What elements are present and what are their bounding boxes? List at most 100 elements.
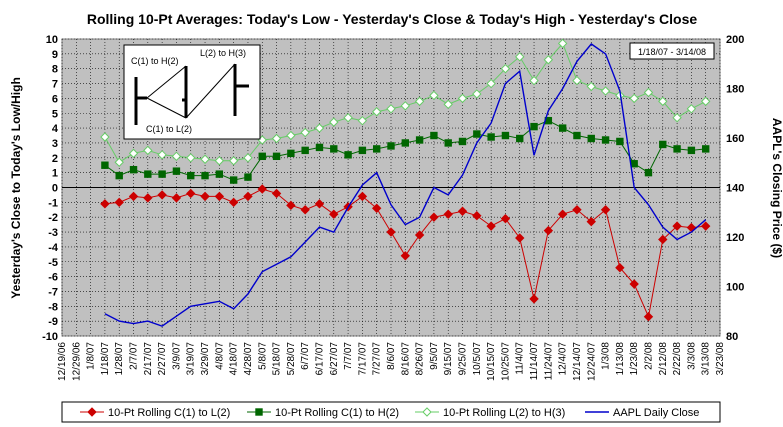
- data-point: [344, 151, 352, 159]
- x-tick-label: 3/29/07: [200, 342, 211, 376]
- data-point: [387, 142, 395, 150]
- inset-label-c1-l2: C(1) to L(2): [146, 124, 192, 134]
- data-point: [128, 191, 139, 202]
- data-point: [115, 171, 123, 180]
- data-point: [458, 137, 467, 146]
- data-point: [143, 145, 153, 156]
- data-point: [643, 87, 654, 98]
- data-point: [357, 115, 368, 126]
- data-point: [172, 167, 181, 175]
- x-tick-label: 2/12/08: [658, 342, 669, 376]
- x-tick-label: 5/8/07: [257, 342, 268, 370]
- data-point: [472, 89, 482, 99]
- data-point: [401, 139, 410, 147]
- data-point: [429, 212, 439, 222]
- data-point: [672, 221, 682, 231]
- date-range-label: 1/18/07 - 3/14/08: [638, 47, 706, 57]
- data-point: [330, 145, 338, 153]
- data-point: [687, 146, 696, 155]
- legend-swatch-marker: [87, 407, 97, 417]
- data-point: [386, 227, 396, 237]
- data-point: [659, 140, 667, 149]
- data-point: [158, 170, 166, 178]
- legend-items: 10-Pt Rolling C(1) to L(2) 10-Pt Rolling …: [80, 407, 699, 419]
- x-tick-label: 1/13/08: [615, 342, 626, 376]
- legend: 10-Pt Rolling C(1) to L(2) 10-Pt Rolling …: [61, 401, 721, 423]
- data-point: [357, 191, 368, 202]
- data-point: [287, 149, 295, 158]
- data-point: [701, 145, 710, 153]
- data-point: [686, 104, 697, 114]
- data-point: [314, 199, 325, 209]
- data-point: [114, 157, 124, 167]
- data-point: [171, 151, 182, 162]
- x-tick-label: 12/29/06: [71, 342, 82, 381]
- data-point: [271, 188, 282, 199]
- x-tick-label: 7/17/07: [357, 342, 368, 376]
- data-point: [272, 152, 281, 161]
- x-tick-label: 9/25/07: [458, 342, 469, 376]
- data-point: [572, 75, 582, 86]
- x-tick-label: 7/27/07: [372, 342, 383, 376]
- y-tick-label: 8: [52, 64, 58, 76]
- data-point: [557, 38, 568, 49]
- y-tick-label: 3: [52, 138, 58, 150]
- y-tick-label: -7: [48, 286, 58, 298]
- data-point: [243, 191, 253, 202]
- data-point: [457, 206, 468, 216]
- data-point: [301, 146, 309, 155]
- data-point: [658, 96, 668, 107]
- data-point: [201, 171, 209, 180]
- data-point: [229, 176, 238, 184]
- y-tick-label: -9: [48, 316, 58, 328]
- x-tick-label: 12/4/07: [558, 342, 569, 376]
- legend-label: AAPL Daily Close: [613, 407, 699, 419]
- x-tick-label: 3/19/07: [186, 342, 197, 376]
- data-point: [586, 216, 596, 227]
- x-tick-label: 4/18/07: [229, 342, 240, 376]
- data-point: [573, 131, 581, 140]
- data-point: [629, 93, 639, 104]
- data-point: [200, 191, 210, 202]
- x-tick-label: 2/2/08: [643, 342, 654, 370]
- data-point: [472, 211, 482, 221]
- y-tick-label: -8: [48, 301, 58, 313]
- data-point: [257, 184, 267, 194]
- data-point: [300, 127, 310, 138]
- x-tick-label: 10/5/07: [472, 342, 483, 376]
- inset-line-c1-h2: [146, 65, 187, 99]
- data-point: [473, 130, 481, 138]
- data-point: [457, 93, 468, 104]
- y-tick-label: 2: [52, 153, 58, 165]
- data-point: [315, 143, 324, 152]
- data-point: [228, 197, 239, 208]
- data-point: [100, 132, 110, 142]
- x-tick-label: 10/15/07: [486, 342, 497, 381]
- y2-axis-label: AAPL's Closing Price ($): [770, 118, 783, 258]
- y-tick-label: 0: [52, 183, 58, 195]
- data-point: [443, 99, 453, 110]
- data-point: [601, 136, 610, 144]
- legend-label: 10-Pt Rolling C(1) to H(2): [275, 407, 399, 419]
- legend-swatch-marker: [255, 408, 263, 416]
- chart-title: Rolling 10-Pt Averages: Today's Low - Ye…: [87, 11, 698, 27]
- x-axis: 12/19/06 12/29/06 1/8/07 1/18/07 1/28/07 2/7/…: [57, 342, 726, 381]
- x-tick-label: 7/7/07: [343, 342, 354, 370]
- data-point: [673, 145, 681, 153]
- x-tick-label: 8/6/07: [386, 342, 397, 370]
- data-point: [700, 96, 711, 107]
- y-tick-label: 9: [52, 49, 58, 61]
- series-3: [104, 43, 707, 327]
- data-point: [586, 81, 596, 92]
- x-tick-label: 4/28/07: [243, 342, 254, 376]
- data-point: [700, 221, 711, 231]
- y-tick-label: -3: [48, 227, 58, 239]
- data-point: [343, 112, 353, 123]
- y-tick-label: -2: [48, 212, 58, 224]
- inset-box: [123, 44, 261, 140]
- data-point: [258, 152, 266, 161]
- data-point: [100, 199, 110, 209]
- x-tick-label: 6/17/07: [314, 342, 325, 376]
- x-tick-label: 3/13/08: [701, 342, 712, 376]
